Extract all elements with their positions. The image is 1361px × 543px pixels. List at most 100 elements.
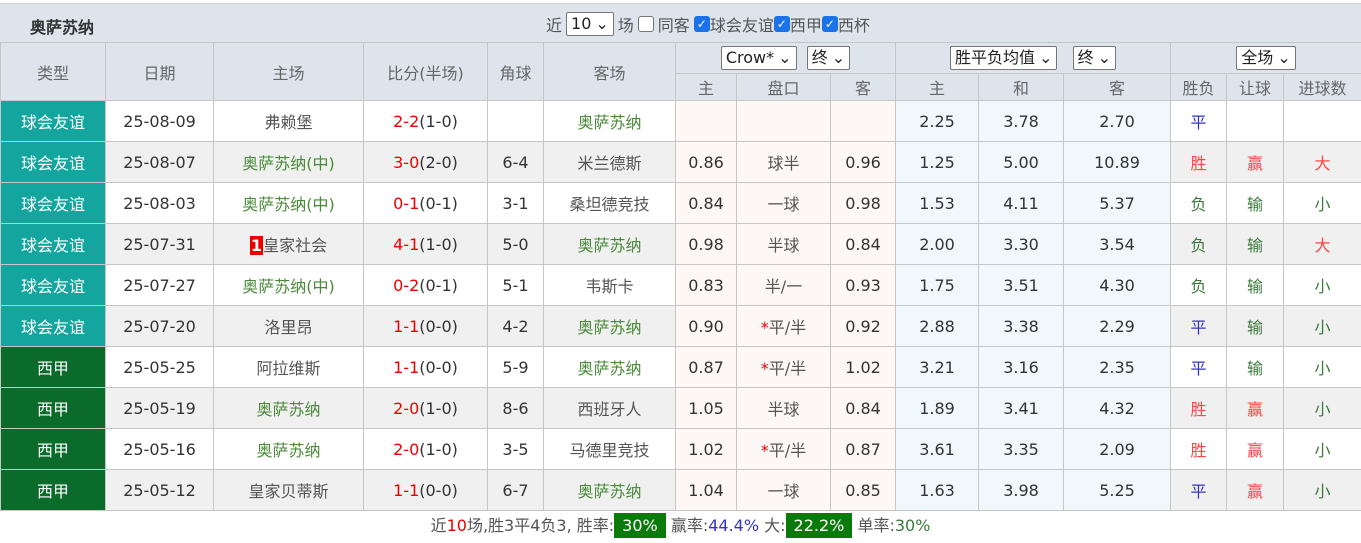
league-checkbox[interactable]: ✓ (773, 16, 790, 32)
league-type[interactable]: 球会友谊 (0, 223, 106, 265)
score[interactable]: 2-2(1-0) (363, 100, 488, 142)
score[interactable]: 1-1(0-0) (363, 346, 488, 388)
period-select[interactable]: 全场 ⌄ (1236, 46, 1296, 70)
table-row[interactable]: 球会友谊 25-07-20 洛里昂 1-1(0-0) 4-2 奥萨苏纳 0.90… (0, 305, 1361, 347)
home-team[interactable]: 洛里昂 (213, 305, 364, 347)
home-team[interactable]: 奥萨苏纳(中) (213, 182, 364, 224)
home-team[interactable]: 奥萨苏纳 (213, 428, 364, 470)
table-row[interactable]: 西甲 25-05-25 阿拉维斯 1-1(0-0) 5-9 奥萨苏纳 0.87 … (0, 346, 1361, 388)
same-home-checkbox[interactable] (637, 16, 654, 32)
score[interactable]: 0-2(0-1) (363, 264, 488, 306)
league-label: 西杯 (837, 16, 870, 35)
away-team[interactable]: 米兰德斯 (543, 141, 676, 183)
home-team[interactable]: 皇家贝蒂斯 (213, 469, 364, 511)
league-type[interactable]: 西甲 (0, 387, 106, 429)
league-checkbox[interactable]: ✓ (693, 16, 710, 32)
full-score: 1-1 (393, 316, 420, 336)
match-date: 25-07-31 (105, 223, 214, 265)
league-checkbox[interactable]: ✓ (821, 16, 838, 32)
away-team[interactable]: 马德里竞技 (543, 428, 676, 470)
score[interactable]: 2-0(1-0) (363, 428, 488, 470)
away-team[interactable]: 西班牙人 (543, 387, 676, 429)
result-ou: 小 (1283, 305, 1361, 347)
league-type[interactable]: 球会友谊 (0, 305, 106, 347)
home-team[interactable]: 奥萨苏纳(中) (213, 264, 364, 306)
table-row[interactable]: 球会友谊 25-08-07 奥萨苏纳(中) 3-0(2-0) 6-4 米兰德斯 … (0, 141, 1361, 183)
home-team-name: 奥萨苏纳 (256, 441, 321, 460)
full-score: 3-0 (393, 152, 420, 172)
company-value: Crow* (725, 48, 775, 67)
period-value: 全场 (1241, 48, 1274, 67)
match-date: 25-05-25 (105, 346, 214, 388)
league-type[interactable]: 西甲 (0, 346, 106, 388)
away-team[interactable]: 奥萨苏纳 (543, 346, 676, 388)
ah-line-value: 球半 (767, 154, 800, 173)
eu-kind-select[interactable]: 胜平负均值 ⌄ (949, 46, 1058, 70)
near-label: 近 (546, 16, 563, 35)
ah-line: 球半 (736, 141, 831, 183)
summary-count: 10 (446, 516, 467, 535)
ah-line-value: 平/半 (768, 318, 807, 337)
league-type[interactable]: 西甲 (0, 469, 106, 511)
league-type[interactable]: 球会友谊 (0, 141, 106, 183)
home-team[interactable]: 1皇家社会 (213, 223, 364, 265)
table-row[interactable]: 球会友谊 25-07-27 奥萨苏纳(中) 0-2(0-1) 5-1 韦斯卡 0… (0, 264, 1361, 306)
home-team-name: 奥萨苏纳(中) (242, 195, 335, 214)
score[interactable]: 1-1(0-0) (363, 469, 488, 511)
company-select[interactable]: Crow* ⌄ (720, 46, 797, 70)
score[interactable]: 3-0(2-0) (363, 141, 488, 183)
ah-away-odds: 1.02 (829, 346, 897, 388)
eu-away-odds: 4.32 (1063, 387, 1172, 429)
away-team[interactable]: 奥萨苏纳 (543, 223, 676, 265)
away-team[interactable]: 奥萨苏纳 (543, 305, 676, 347)
corners: 5-0 (487, 223, 544, 265)
eu-away-odds: 5.25 (1063, 469, 1172, 511)
match-date: 25-05-19 (105, 387, 214, 429)
away-team[interactable]: 奥萨苏纳 (543, 100, 676, 142)
table-row[interactable]: 球会友谊 25-08-03 奥萨苏纳(中) 0-1(0-1) 3-1 桑坦德竞技… (0, 182, 1361, 224)
eu-kind-value: 胜平负均值 (954, 48, 1035, 67)
home-team[interactable]: 弗赖堡 (213, 100, 364, 142)
match-date: 25-08-09 (105, 100, 214, 142)
eu-stage-value: 终 (1077, 48, 1094, 67)
eu-stage-select[interactable]: 终 ⌄ (1072, 46, 1117, 70)
eu-draw-odds: 4.11 (978, 182, 1065, 224)
odd-rate: 30% (894, 516, 931, 535)
half-score: (1-0) (419, 398, 458, 418)
home-team-name: 阿拉维斯 (256, 359, 321, 378)
score[interactable]: 4-1(1-0) (363, 223, 488, 265)
match-count-select[interactable]: 10 ⌄ (566, 12, 614, 36)
corners: 5-1 (487, 264, 544, 306)
eu-away-odds: 3.54 (1063, 223, 1172, 265)
eu-draw-odds: 3.38 (978, 305, 1065, 347)
league-type[interactable]: 球会友谊 (0, 100, 106, 142)
table-row[interactable]: 西甲 25-05-19 奥萨苏纳 2-0(1-0) 8-6 西班牙人 1.05 … (0, 387, 1361, 429)
subcol-header: 客 (829, 73, 897, 101)
table-row[interactable]: 球会友谊 25-08-09 弗赖堡 2-2(1-0) 奥萨苏纳 2.25 3.7… (0, 100, 1361, 142)
home-team[interactable]: 阿拉维斯 (213, 346, 364, 388)
ah-line: 半/一 (736, 264, 831, 306)
table-row[interactable]: 球会友谊 25-07-31 1皇家社会 4-1(1-0) 5-0 奥萨苏纳 0.… (0, 223, 1361, 265)
home-team[interactable]: 奥萨苏纳(中) (213, 141, 364, 183)
away-team[interactable]: 桑坦德竞技 (543, 182, 676, 224)
home-team[interactable]: 奥萨苏纳 (213, 387, 364, 429)
match-date: 25-08-07 (105, 141, 214, 183)
filters: 近 10 ⌄ 场 同客 ✓ 球会友谊 ✓ 西甲 ✓ 西杯 (546, 12, 870, 36)
eu-away-odds: 4.30 (1063, 264, 1172, 306)
league-type[interactable]: 西甲 (0, 428, 106, 470)
league-type[interactable]: 球会友谊 (0, 182, 106, 224)
score[interactable]: 1-1(0-0) (363, 305, 488, 347)
away-team-name: 奥萨苏纳 (577, 359, 642, 378)
score[interactable]: 0-1(0-1) (363, 182, 488, 224)
ah-line-value: 半/一 (764, 277, 803, 296)
away-team[interactable]: 韦斯卡 (543, 264, 676, 306)
league-type[interactable]: 球会友谊 (0, 264, 106, 306)
score[interactable]: 2-0(1-0) (363, 387, 488, 429)
away-team[interactable]: 奥萨苏纳 (543, 469, 676, 511)
ah-line: 半球 (736, 387, 831, 429)
table-row[interactable]: 西甲 25-05-12 皇家贝蒂斯 1-1(0-0) 6-7 奥萨苏纳 1.04… (0, 469, 1361, 511)
result-ah: 输 (1226, 305, 1285, 347)
home-team-name: 弗赖堡 (264, 113, 313, 132)
table-row[interactable]: 西甲 25-05-16 奥萨苏纳 2-0(1-0) 3-5 马德里竞技 1.02… (0, 428, 1361, 470)
ah-stage-select[interactable]: 终 ⌄ (806, 46, 851, 70)
